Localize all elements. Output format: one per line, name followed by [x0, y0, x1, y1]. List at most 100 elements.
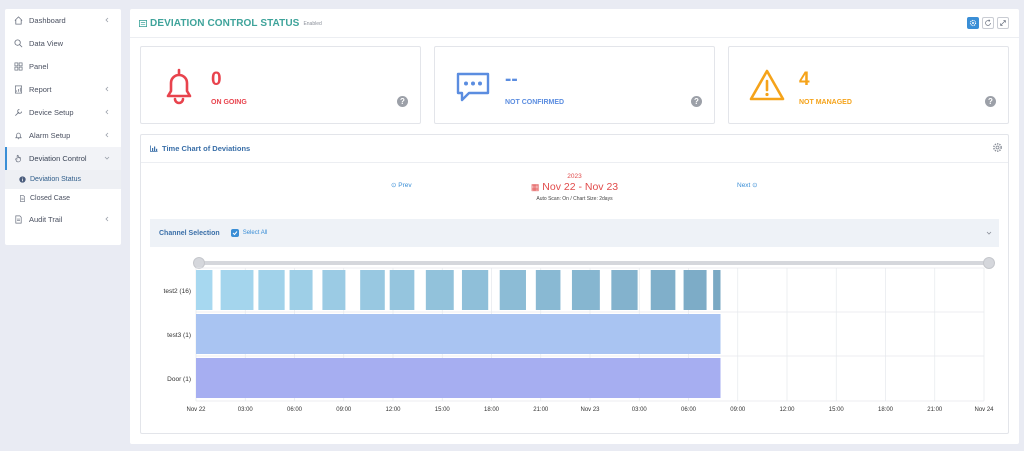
hand-icon	[14, 154, 23, 163]
status-card-on-going: 0 ON GOING ?	[140, 46, 421, 124]
sidebar-subitem-deviation-status[interactable]: Deviation Status	[5, 170, 121, 189]
chevron-left-icon	[105, 132, 109, 138]
prev-label: Prev	[398, 182, 412, 189]
deviation-bar	[220, 270, 254, 310]
x-tick-label: Nov 23	[580, 407, 600, 413]
sidebar-item-alarm-setup[interactable]: Alarm Setup	[5, 124, 121, 147]
sidebar-item-deviation-control[interactable]: Deviation Control	[5, 147, 121, 170]
sidebar-item-dashboard[interactable]: Dashboard	[5, 9, 121, 32]
row-label: test2 (16)	[164, 288, 191, 295]
status-label: ON GOING	[211, 99, 247, 106]
x-tick-label: 03:00	[632, 407, 648, 413]
x-tick-label: 15:00	[435, 407, 451, 413]
deviation-bar	[289, 270, 313, 310]
x-tick-label: 18:00	[484, 407, 500, 413]
help-icon[interactable]: ?	[985, 96, 996, 107]
sidebar-item-data-view[interactable]: Data View	[5, 32, 121, 55]
sidebar-item-label: Report	[29, 85, 52, 94]
x-tick-label: 21:00	[927, 407, 943, 413]
main-panel: DEVIATION CONTROL STATUS Enabled 0 ON GO…	[130, 9, 1019, 444]
refresh-button[interactable]	[982, 17, 994, 29]
help-icon[interactable]: ?	[691, 96, 702, 107]
bell-icon	[166, 68, 192, 105]
status-card-not-managed: 4 NOT MANAGED ?	[728, 46, 1009, 124]
x-tick-label: 06:00	[287, 407, 303, 413]
deviation-chart-card: Time Chart of Deviations ⊙ Prev 2023 ▦ N…	[140, 134, 1009, 434]
help-icon[interactable]: ?	[397, 96, 408, 107]
deviation-bar	[683, 270, 707, 310]
row-label: test3 (1)	[167, 332, 191, 339]
prev-button[interactable]: ⊙ Prev	[391, 182, 412, 189]
deviation-bar	[611, 270, 638, 310]
x-tick-label: Nov 24	[974, 407, 994, 413]
x-tick-label: Nov 22	[186, 407, 206, 413]
calendar-icon: ▦	[530, 182, 540, 192]
x-tick-label: 09:00	[730, 407, 746, 413]
gear-icon[interactable]	[992, 142, 1003, 153]
x-tick-label: 18:00	[878, 407, 894, 413]
bell-icon	[14, 131, 23, 140]
sidebar-item-label: Data View	[29, 39, 64, 48]
status-value: --	[505, 69, 518, 90]
chat-icon	[456, 72, 490, 102]
expand-button[interactable]	[997, 17, 1009, 29]
sidebar: Dashboard Data View Panel Report Device …	[5, 9, 121, 245]
sidebar-item-label: Panel	[29, 62, 49, 71]
chevron-left-icon	[105, 17, 109, 23]
deviation-bar	[322, 270, 346, 310]
wrench-icon	[14, 108, 23, 117]
sidebar-subitem-closed-case[interactable]: Closed Case	[5, 189, 121, 208]
status-label: NOT CONFIRMED	[505, 99, 565, 106]
channel-selection-label: Channel Selection	[159, 229, 220, 237]
date-range[interactable]: ▦ Nov 22 - Nov 23	[141, 181, 1008, 193]
x-tick-label: 21:00	[533, 407, 549, 413]
time-range-slider[interactable]	[193, 257, 995, 269]
deviation-bar	[535, 270, 561, 310]
slider-handle-end[interactable]	[983, 257, 995, 269]
chevron-down-icon[interactable]	[986, 230, 992, 236]
deviation-bar	[196, 314, 721, 354]
deviation-bar	[425, 270, 454, 310]
x-tick-label: 03:00	[238, 407, 254, 413]
channel-selection-bar[interactable]: Channel Selection Select All	[150, 219, 999, 247]
sidebar-item-label: Device Setup	[29, 108, 74, 117]
status-card-not-confirmed: -- NOT CONFIRMED ?	[434, 46, 715, 124]
deviation-bar	[499, 270, 526, 310]
sidebar-item-label: Deviation Control	[29, 154, 87, 163]
deviation-bar	[360, 270, 385, 310]
date-range-label: Nov 22 - Nov 23	[542, 181, 619, 193]
slider-handle-start[interactable]	[193, 257, 205, 269]
check-icon	[232, 231, 238, 236]
chevron-left-icon	[105, 109, 109, 115]
chevron-left-icon	[105, 216, 109, 222]
sidebar-item-audit-trail[interactable]: Audit Trail	[5, 208, 121, 231]
next-label: Next	[737, 182, 751, 189]
document-icon	[14, 215, 23, 224]
info-icon	[19, 176, 26, 183]
x-tick-label: 15:00	[829, 407, 845, 413]
sidebar-item-device-setup[interactable]: Device Setup	[5, 101, 121, 124]
next-button[interactable]: Next ⊙	[737, 182, 758, 189]
deviation-timeline-chart: test2 (16) test3 (1) Door (1) Nov 22 03:00 06…	[164, 267, 994, 413]
bar-chart-icon	[150, 145, 158, 152]
select-all-checkbox[interactable]	[230, 229, 239, 237]
chevron-left-icon	[105, 86, 109, 92]
page-subtitle: Enabled	[303, 21, 322, 27]
list-icon	[139, 19, 147, 27]
sidebar-item-panel[interactable]: Panel	[5, 55, 121, 78]
sidebar-item-label: Audit Trail	[29, 215, 63, 224]
sidebar-item-report[interactable]: Report	[5, 78, 121, 101]
sidebar-subitem-label: Closed Case	[30, 195, 71, 202]
settings-button[interactable]	[967, 17, 979, 29]
deviation-bar	[258, 270, 285, 310]
header-toolbar	[967, 17, 1009, 29]
chart-header: Time Chart of Deviations	[141, 135, 1008, 163]
grid-icon	[14, 62, 23, 71]
x-tick-label: 12:00	[779, 407, 795, 413]
date-navigation: ⊙ Prev 2023 ▦ Nov 22 - Nov 23 Auto Scan:…	[141, 173, 1008, 213]
expand-icon	[1000, 20, 1006, 26]
select-all-label: Select All	[242, 230, 268, 236]
x-tick-label: 12:00	[385, 407, 401, 413]
deviation-bar	[389, 270, 415, 310]
deviation-bar	[461, 270, 489, 310]
